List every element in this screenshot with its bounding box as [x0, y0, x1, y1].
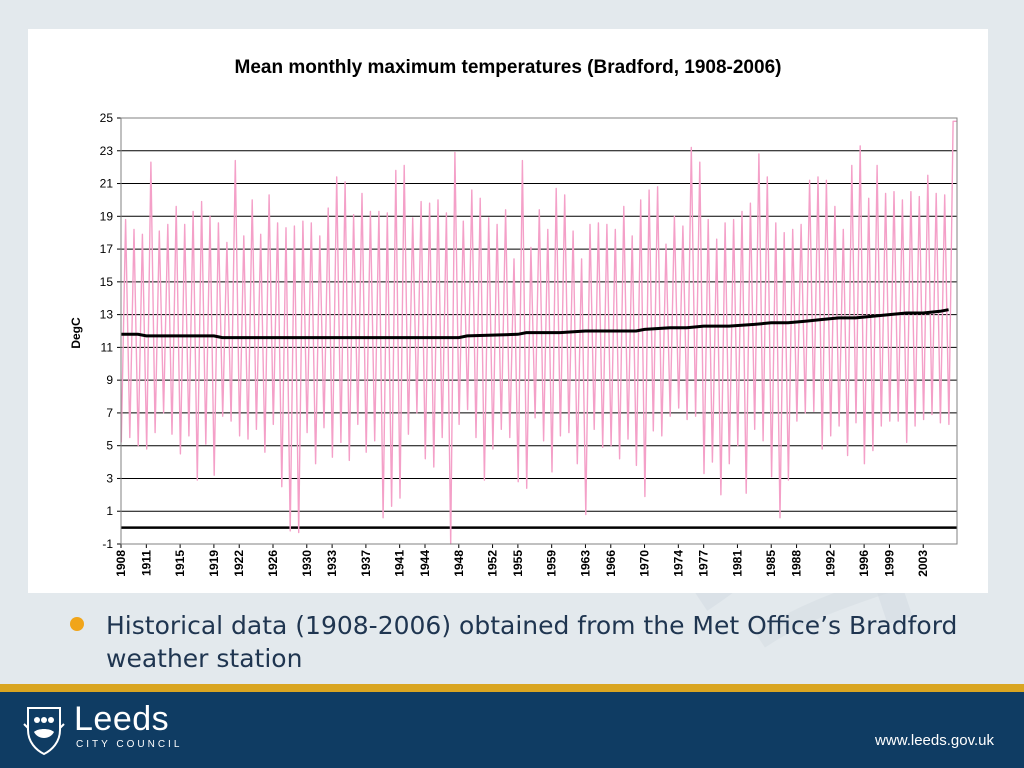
x-tick-label: 1908	[114, 550, 128, 577]
x-tick-label: 1963	[578, 550, 592, 577]
x-tick-label: 1977	[697, 550, 711, 577]
y-tick-label: 5	[106, 439, 113, 453]
bullet-dot-icon	[70, 617, 84, 631]
y-tick-label: 9	[106, 373, 113, 387]
y-tick-label: -1	[102, 537, 113, 551]
leeds-crest-icon	[23, 707, 65, 756]
x-tick-label: 1930	[300, 550, 314, 577]
temperature-chart: Mean monthly maximum temperatures (Bradf…	[69, 57, 958, 577]
logo-wordmark: Leeds	[74, 700, 170, 738]
x-tick-label: 1996	[857, 550, 871, 577]
plot-frame	[120, 117, 958, 545]
y-tick-label: 7	[106, 406, 113, 420]
x-tick-label: 1919	[207, 550, 221, 577]
website-url[interactable]: www.leeds.gov.uk	[875, 732, 994, 749]
y-tick-label: 21	[100, 177, 114, 191]
logo-subtitle: CITY COUNCIL	[76, 739, 183, 750]
series-lines	[120, 120, 957, 545]
x-tick-label: 1955	[511, 550, 525, 577]
y-tick-label: 15	[100, 275, 114, 289]
x-tick-label: 1941	[393, 550, 407, 577]
x-tick-label: 1981	[730, 550, 744, 577]
y-tick-label: 17	[100, 242, 114, 256]
x-tick-label: 1974	[671, 550, 685, 577]
x-tick-labels: 1908 1911 1915 1919 1922 1926 1930 1933 1937 1941…	[114, 544, 930, 577]
footer-accent-bar	[0, 684, 1024, 692]
x-tick-label: 1915	[173, 550, 187, 577]
y-tick-label: 25	[100, 111, 114, 125]
x-tick-label: 1952	[486, 550, 500, 577]
x-tick-label: 1937	[359, 550, 373, 577]
x-tick-label: 1988	[790, 550, 804, 577]
chart-panel: Mean monthly maximum temperatures (Bradf…	[28, 29, 988, 593]
footer-bar: Leeds CITY COUNCIL www.leeds.gov.uk	[0, 692, 1024, 768]
x-tick-label: 1970	[638, 550, 652, 577]
x-tick-label: 1933	[325, 550, 339, 577]
y-tick-label: 1	[106, 504, 113, 518]
chart-title: Mean monthly maximum temperatures (Bradf…	[235, 57, 782, 78]
x-tick-label: 1926	[266, 550, 280, 577]
x-tick-label: 1992	[823, 550, 837, 577]
y-tick-label: 3	[106, 471, 113, 485]
x-tick-label: 1911	[139, 550, 153, 576]
x-tick-label: 2003	[916, 550, 930, 577]
monthly-temperature-line	[120, 120, 957, 545]
x-tick-label: 1944	[418, 550, 432, 577]
x-tick-label: 1966	[604, 550, 618, 577]
y-tick-label: 23	[100, 144, 114, 158]
x-tick-label: 1985	[764, 550, 778, 577]
y-tick-label: 11	[101, 340, 114, 354]
x-tick-label: 1922	[232, 550, 246, 577]
trend-line	[121, 308, 949, 340]
bullet-text: Historical data (1908-2006) obtained fro…	[106, 611, 958, 673]
y-tick-label: 13	[100, 308, 114, 322]
y-tick-label: 19	[100, 209, 114, 223]
x-tick-label: 1999	[882, 550, 896, 577]
x-tick-label: 1948	[452, 550, 466, 577]
y-axis-label: DegC	[69, 317, 83, 349]
x-tick-label: 1959	[545, 550, 559, 577]
